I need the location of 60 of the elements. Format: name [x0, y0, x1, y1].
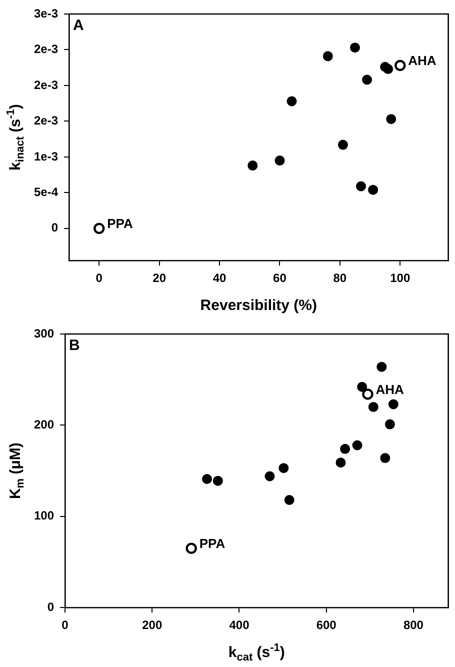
y-tick-label: 2e-3	[34, 114, 58, 128]
point	[284, 494, 294, 505]
point	[386, 114, 396, 124]
y-tick-label: 200	[34, 418, 54, 432]
x-tick-label: 400	[229, 618, 250, 632]
point	[94, 222, 105, 234]
series-label: AHA	[408, 53, 437, 68]
x-tick-label: 200	[142, 618, 162, 632]
point	[383, 64, 394, 74]
y-tick-label: 2e-3	[34, 42, 58, 56]
x-tick-label: 800	[403, 618, 424, 632]
x-tick-label: 40	[212, 271, 227, 286]
x-tick-label: 60	[273, 271, 287, 286]
y-tick-label: 5e-4	[34, 185, 58, 200]
y-tick-label: 0	[51, 220, 58, 235]
point	[264, 471, 275, 482]
y-tick-label: 100	[34, 508, 54, 523]
y-axis-title: Km (μM)	[7, 442, 27, 500]
y-tick-label: 300	[34, 326, 54, 340]
point	[202, 474, 212, 484]
point	[368, 402, 378, 412]
point	[274, 156, 285, 166]
point	[380, 453, 390, 464]
y-tick-label: 1e-3	[34, 149, 58, 164]
point	[388, 399, 398, 410]
point	[336, 458, 346, 468]
point	[278, 463, 289, 474]
point	[384, 419, 395, 430]
y-tick-label: 3e-3	[34, 6, 58, 20]
point	[350, 42, 360, 53]
point	[362, 388, 374, 400]
x-tick-label: 600	[316, 618, 337, 632]
annotation: A	[73, 17, 84, 34]
series-label: AHA	[376, 382, 404, 397]
point	[338, 140, 348, 150]
point	[186, 542, 197, 554]
point	[322, 51, 333, 62]
y-tick-label: 2e-3	[34, 78, 58, 92]
series-label: PPA	[107, 216, 134, 232]
point	[376, 362, 387, 372]
point	[340, 444, 350, 454]
x-tick-label: 0	[96, 271, 103, 286]
point	[352, 440, 362, 450]
point	[212, 476, 223, 486]
y-axis-title: kinact (s-1)	[4, 104, 27, 170]
point	[394, 60, 406, 72]
y-tick-label: 0	[47, 600, 54, 614]
x-tick-label: 100	[390, 271, 410, 286]
point	[248, 160, 258, 171]
x-axis-title: Reversibility (%)	[200, 297, 318, 314]
annotation: B	[69, 337, 80, 354]
x-tick-label: 0	[62, 618, 69, 632]
x-tick-label: 20	[152, 271, 166, 286]
series-label: PPA	[199, 536, 226, 551]
x-tick-label: 80	[333, 271, 347, 286]
point	[362, 74, 372, 85]
point	[286, 96, 297, 106]
point	[368, 184, 378, 195]
point	[356, 181, 366, 192]
point	[357, 382, 368, 392]
